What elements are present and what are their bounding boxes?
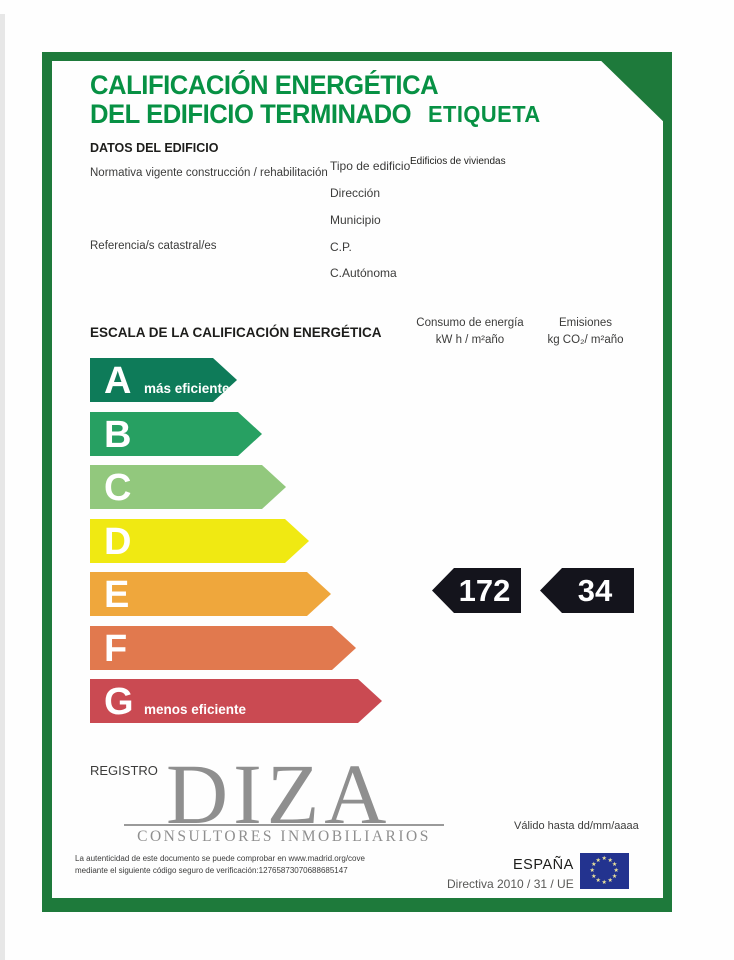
frame-left-border xyxy=(42,52,52,912)
rating-note-least-efficient: menos eficiente xyxy=(144,702,247,717)
eu-flag-star: ★ xyxy=(591,874,597,880)
normativa-label: Normativa vigente construcción / rehabil… xyxy=(90,167,328,179)
rating-letter-b: B xyxy=(104,414,132,456)
registro-label: REGISTRO xyxy=(90,763,158,778)
rating-letter-f: F xyxy=(104,628,128,670)
emissions-header-line1: Emisiones xyxy=(558,317,613,329)
consumption-header-line1: Consumo de energía xyxy=(416,317,524,329)
scale-section-title: ESCALA DE LA CALIFICACIÓN ENERGÉTICA xyxy=(90,325,382,340)
rating-letter-c: C xyxy=(104,467,132,509)
rating-arrow-c: C xyxy=(90,465,286,509)
verification-text: La autenticidad de este documento se pue… xyxy=(75,853,365,878)
logo-subtitle: CONSULTORES INMOBILIARIOS xyxy=(137,828,431,845)
eu-flag-star: ★ xyxy=(607,878,613,885)
eu-flag-star: ★ xyxy=(607,857,613,864)
scan-edge-shadow xyxy=(0,14,5,960)
rating-arrow-b: B xyxy=(90,412,262,456)
eu-flag-star: ★ xyxy=(611,862,618,868)
eu-flag-star: ★ xyxy=(589,868,595,874)
frame-bottom-border xyxy=(42,898,672,912)
eu-flag-star: ★ xyxy=(591,862,597,868)
eu-flag-star: ★ xyxy=(595,857,601,864)
rating-letter-d: D xyxy=(104,521,132,563)
building-data-section-title: DATOS DEL EDIFICIO xyxy=(90,141,219,155)
rating-arrow-a: A más eficiente xyxy=(90,358,237,402)
rating-letter-a: A xyxy=(104,360,132,402)
field-label-cp: C.P. xyxy=(330,240,352,254)
eu-flag-star: ★ xyxy=(595,878,601,885)
field-label-municipio: Municipio xyxy=(330,213,381,227)
consumption-column-header: Consumo de energía kW h / m²año xyxy=(406,315,534,350)
field-label-cautonoma: C.Autónoma xyxy=(330,266,397,280)
field-label-direccion: Dirección xyxy=(330,186,381,200)
rating-arrow-e: E xyxy=(90,572,331,616)
directive-label: Directiva 2010 / 31 / UE xyxy=(447,877,574,891)
field-value-tipo-edificio: Edificios de viviendas xyxy=(410,156,506,167)
emissions-value-badge: 34 xyxy=(540,568,634,613)
field-label-tipo-edificio: Tipo de edificio xyxy=(330,159,411,173)
consumption-value-badge: 172 xyxy=(432,568,521,613)
rating-note-most-efficient: más eficiente xyxy=(144,381,230,396)
referencia-catastral-label: Referencia/s catastral/es xyxy=(90,240,217,252)
eu-flag-star: ★ xyxy=(601,880,607,886)
logo-underline xyxy=(124,824,444,826)
corner-triangle-decoration xyxy=(592,52,672,130)
valid-until-label: Válido hasta dd/mm/aaaa xyxy=(514,820,639,832)
verification-line2: mediante el siguiente código seguro de v… xyxy=(75,866,348,876)
rating-arrow-g: G menos eficiente xyxy=(90,679,382,723)
frame-right-border xyxy=(663,52,672,912)
rating-arrow-d: D xyxy=(90,519,309,563)
consumption-header-line2: kW h / m²año xyxy=(435,334,505,347)
country-label: ESPAÑA xyxy=(513,857,574,873)
rating-arrow-f: F xyxy=(90,626,356,670)
emissions-column-header: Emisiones kg CO₂/ m²año xyxy=(538,315,633,350)
eu-flag-star: ★ xyxy=(611,874,618,880)
page-title-line1: CALIFICACIÓN ENERGÉTICA xyxy=(90,70,439,100)
eu-flag-star: ★ xyxy=(601,856,607,862)
frame-top-border xyxy=(42,52,602,61)
verification-line1: La autenticidad de este documento se pue… xyxy=(75,854,365,863)
page-title-line2: DEL EDIFICIO TERMINADO xyxy=(90,99,412,129)
rating-letter-g: G xyxy=(104,681,134,723)
emissions-header-line2: kg CO₂/ m²año xyxy=(547,334,624,347)
eu-flag: ★ ★ ★ ★ ★ ★ ★ ★ ★ ★ ★ ★ xyxy=(580,853,629,889)
diza-logo: DIZA xyxy=(166,746,392,842)
rating-letter-e: E xyxy=(104,574,130,616)
eu-flag-star: ★ xyxy=(613,868,619,874)
etiqueta-label: ETIQUETA xyxy=(428,101,541,127)
